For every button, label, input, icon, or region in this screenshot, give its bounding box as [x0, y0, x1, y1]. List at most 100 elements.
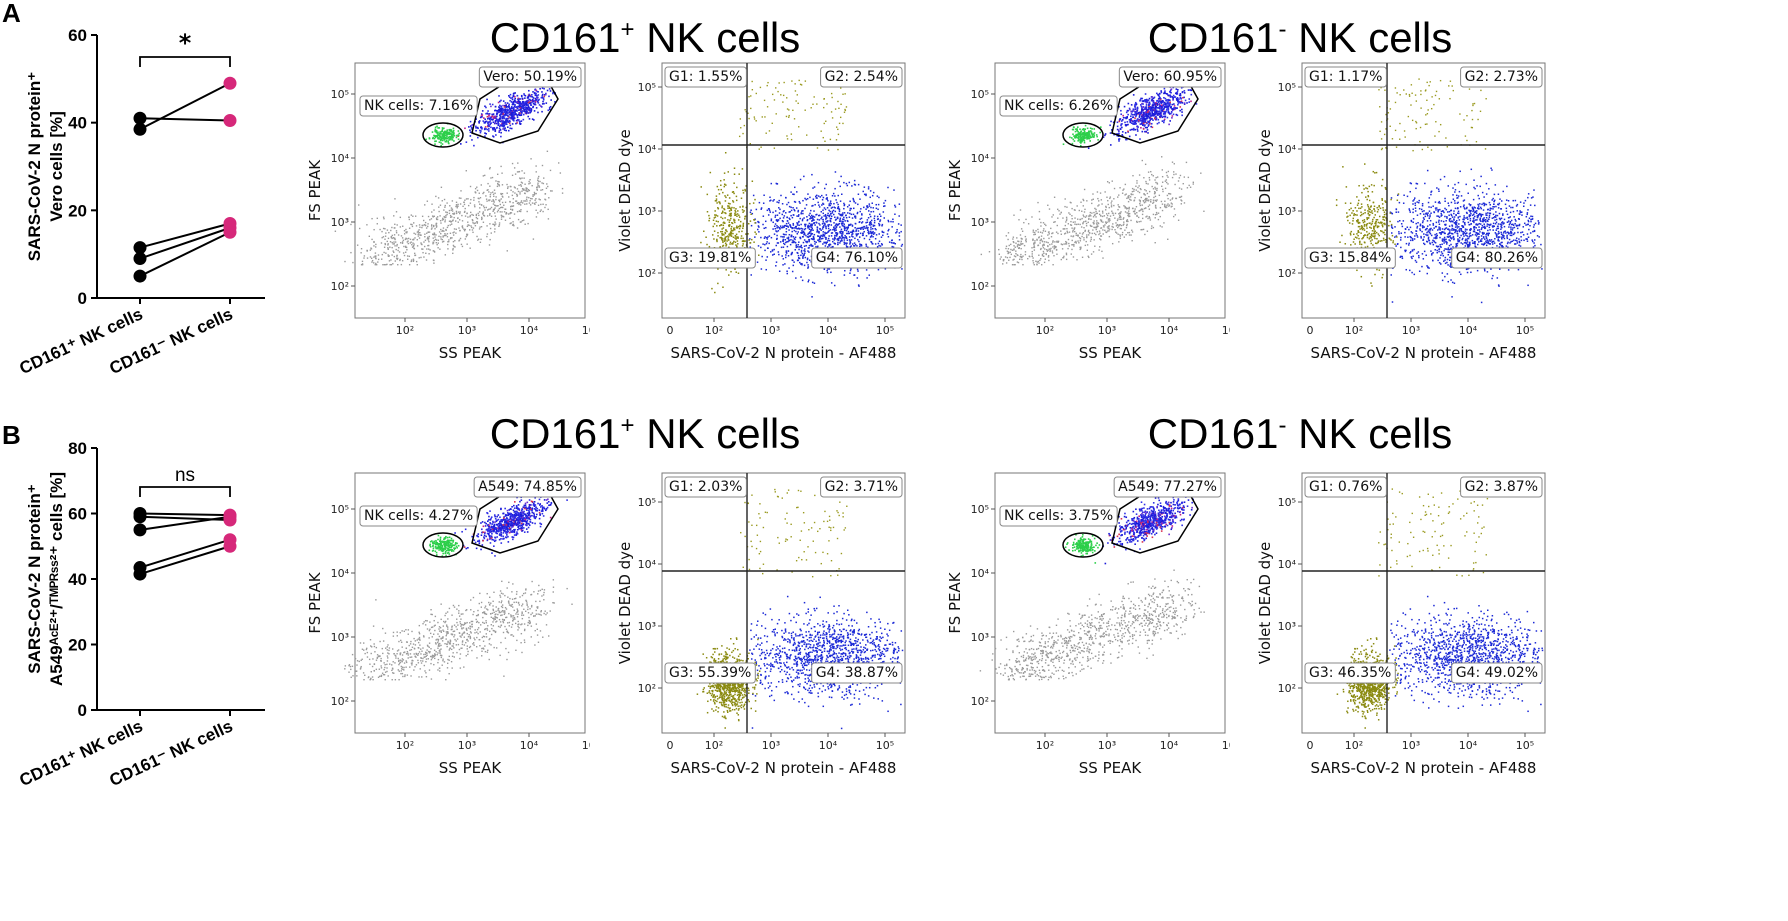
y-tick-label: 60 — [68, 26, 87, 45]
y-tick-label: 10⁴ — [1278, 143, 1297, 156]
y-tick-label: 10² — [971, 695, 989, 708]
gate-label-box — [1113, 476, 1222, 498]
y-tick-label: 10³ — [331, 216, 349, 229]
y-tick-label: 10⁴ — [1278, 558, 1297, 571]
x-tick-label: 10³ — [458, 324, 476, 337]
x-axis-label: SS PEAK — [1079, 759, 1143, 777]
y-axis-label: FS PEAK — [946, 571, 964, 633]
y-tick-label: 10⁴ — [331, 567, 350, 580]
gate-label-box — [1304, 662, 1396, 684]
y-tick-label: 40 — [68, 114, 87, 133]
y-tick-label: 10² — [1278, 682, 1296, 695]
quadrant-g3-label: G3: 15.84% — [1309, 250, 1391, 266]
y-axis-label: Violet DEAD dye — [1256, 542, 1274, 665]
data-point-cd161pos — [133, 510, 147, 524]
gate-label-box — [820, 476, 903, 498]
significance-bracket — [139, 56, 231, 67]
fsc-ssc-plot-a-cd161pos: 10² 10³ 10⁴ 10⁵ 10² 10³ 10⁴ 10⁵ SS PEAK FS PEAK NK… — [306, 62, 590, 362]
x-tick-label: 10⁵ — [1516, 324, 1534, 337]
quadrant-g2-label: G2: 2.54% — [825, 69, 898, 85]
significance-bracket — [139, 486, 231, 497]
y-axis-label-line: SARS-CoV-2 N protein⁺ — [25, 72, 44, 261]
y-tick-label: 0 — [78, 701, 87, 720]
pair-line — [139, 512, 231, 517]
dotplot-a: 0 20 40 60 SARS-CoV-2 N protein⁺ Vero cells [… — [16, 26, 265, 378]
x-tick-label: 10⁴ — [1160, 739, 1179, 752]
quadrant-g2-label: G2: 2.73% — [1465, 69, 1538, 85]
target-cell-gate — [1111, 80, 1199, 144]
y-tick-label: 10⁴ — [638, 143, 657, 156]
x-tick-label: 10⁵ — [876, 739, 894, 752]
quadrant-g2-label: G2: 3.71% — [825, 479, 898, 495]
fsc-ssc-plot-b-cd161neg: 10² 10³ 10⁴ 10⁵ 10² 10³ 10⁴ 10⁵ SS PEAK FS PEAK NK… — [946, 472, 1230, 777]
y-tick-label: 10² — [971, 280, 989, 293]
gate-label-box — [664, 662, 756, 684]
x-axis-label: SS PEAK — [439, 344, 503, 362]
y-tick-label: 10⁵ — [971, 88, 989, 101]
y-tick-label: 20 — [68, 636, 87, 655]
quadrant-g1-label: G1: 1.17% — [1309, 69, 1382, 85]
quadrant-g4-label: G4: 49.02% — [1456, 665, 1538, 681]
x-tick-label: 0 — [667, 324, 674, 337]
x-tick-label: 0 — [1307, 739, 1314, 752]
y-tick-label: 10³ — [1278, 620, 1296, 633]
y-tick-label: 10⁵ — [638, 496, 656, 509]
nk-cell-gate-label: NK cells: 4.27% — [364, 508, 473, 524]
x-tick-label: 10² — [396, 739, 414, 752]
x-tick-label: 10⁴ — [1459, 324, 1478, 337]
data-point-cd161pos — [133, 122, 147, 136]
target-cell-gate-label: Vero: 60.95% — [1123, 69, 1217, 85]
y-axis-label-line: SARS-CoV-2 N protein⁺ — [25, 484, 44, 673]
y-tick-label: 10⁴ — [638, 558, 657, 571]
quadrant-g4-label: G4: 76.10% — [816, 250, 898, 266]
nk-cell-gate-label: NK cells: 6.26% — [1004, 98, 1113, 114]
pair-line — [139, 222, 231, 249]
nk-cell-gate-label: NK cells: 3.75% — [1004, 508, 1113, 524]
gate-label-box — [478, 66, 582, 88]
y-axis-label: Violet DEAD dye — [616, 129, 634, 252]
target-cell-gate-label: Vero: 50.19% — [483, 69, 577, 85]
quadrant-g1-label: G1: 2.03% — [669, 479, 742, 495]
data-point-cd161neg — [223, 113, 237, 127]
y-tick-label: 10² — [331, 280, 349, 293]
nk-cell-gate — [1062, 532, 1104, 558]
x-tick-label: 10³ — [1098, 324, 1116, 337]
quadrant-g1-label: G1: 0.76% — [1309, 479, 1382, 495]
y-tick-label: 10³ — [638, 620, 656, 633]
x-tick-label: 10³ — [1402, 324, 1420, 337]
event-cloud — [980, 76, 1205, 266]
pair-line — [139, 515, 231, 531]
gate-label-box — [1118, 66, 1222, 88]
gate-label-box — [1304, 247, 1396, 269]
plot-frame — [1301, 62, 1546, 319]
group-title-b1: CD161+ NK cells — [489, 410, 801, 457]
gate-label-box — [473, 476, 582, 498]
gate-label-box — [1304, 66, 1387, 88]
y-tick-label: 10⁵ — [971, 503, 989, 516]
x-tick-label: 10² — [1345, 739, 1363, 752]
x-tick-label: 10² — [396, 324, 414, 337]
gate-label-box — [664, 476, 747, 498]
quadrant-plot-a-cd161neg: 0 10² 10³ 10⁴ 10⁵ 10² 10³ 10⁴ 10⁵ SARS-CoV-2 N pr… — [1256, 62, 1546, 362]
y-tick-label: 10⁴ — [971, 152, 990, 165]
y-tick-label: 10² — [331, 695, 349, 708]
x-axis-label: SARS-CoV-2 N protein - AF488 — [671, 759, 897, 777]
quadrant-g1-label: G1: 1.55% — [669, 69, 742, 85]
quadrant-g3-label: G3: 46.35% — [1309, 665, 1391, 681]
gate-label-box — [1304, 476, 1387, 498]
significance-label: ns — [175, 465, 195, 486]
y-tick-label: 10³ — [331, 631, 349, 644]
x-tick-label: 10³ — [458, 739, 476, 752]
group-title-a2: CD161- NK cells — [1147, 14, 1453, 61]
x-tick-label: 10² — [1036, 324, 1054, 337]
x-axis-label: SARS-CoV-2 N protein - AF488 — [671, 344, 897, 362]
plot-frame — [661, 62, 906, 319]
nk-cell-gate — [1062, 122, 1104, 148]
y-axis-label: Violet DEAD dye — [616, 542, 634, 665]
quadrant-plot-a-cd161pos: 0 10² 10³ 10⁴ 10⁵ 10² 10³ 10⁴ 10⁵ SARS-CoV-2 N pr… — [616, 62, 906, 362]
y-tick-label: 10² — [1278, 267, 1296, 280]
target-cell-gate — [1111, 490, 1199, 554]
target-cell-gate — [471, 490, 559, 554]
x-tick-label: 10³ — [1098, 739, 1116, 752]
data-point-cd161pos — [133, 523, 147, 537]
